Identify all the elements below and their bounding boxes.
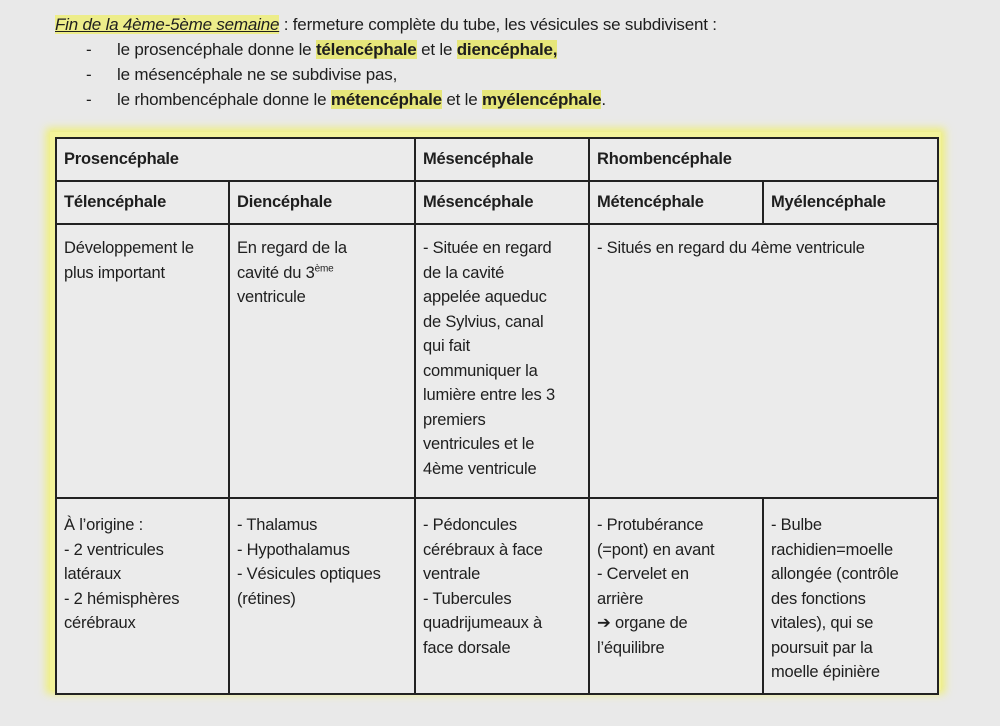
table-cell: À l’origine : - 2 ventricules latéraux - 2 … <box>55 497 230 695</box>
cell-line: - Bulbe <box>771 516 822 534</box>
cell-line: - Vésicules optiques <box>237 565 381 583</box>
table-row: Prosencéphale Mésencéphale Rhombencéphale <box>55 137 939 182</box>
cell-line: (rétines) <box>237 589 296 608</box>
cell-line: - 2 ventricules <box>64 540 164 559</box>
cell-line: - Tubercules <box>423 589 512 608</box>
table-cell: - Protubérance (=pont) en avant - Cervelet… <box>588 497 764 695</box>
bullet-text: le mésencéphale ne se subdivise pas, <box>117 65 398 84</box>
table-cell: - Bulbe rachidien=moelle allongée (contrôl… <box>762 497 939 695</box>
cell-line: arrière <box>597 589 644 608</box>
cell-line: Développement le <box>64 239 194 257</box>
bullet-dash: - <box>86 65 92 84</box>
cell-line: l’équilibre <box>597 638 665 657</box>
bullet-text: le rhombencéphale donne le <box>117 90 331 109</box>
cell-line: ➔ organe de <box>597 614 688 632</box>
header-cell: Rhombencéphale <box>588 137 939 182</box>
cell-line: - Cervelet en <box>597 565 689 583</box>
cell-line: ventrale <box>423 565 481 583</box>
subheader-cell: Télencéphale <box>55 180 230 225</box>
cell-line: ventricules et le <box>423 435 535 453</box>
table-cell: - Situés en regard du 4ème ventricule <box>588 223 939 499</box>
bullet-dash: - <box>86 90 92 109</box>
cell-line: vitales), qui se <box>771 614 874 632</box>
cell-line: moelle épinière <box>771 663 880 681</box>
bullet-dash: - <box>86 40 92 59</box>
cell-line: - Pédoncules <box>423 516 517 534</box>
cell-line: lumière entre les 3 <box>423 386 555 404</box>
highlighted-term: métencéphale <box>330 90 442 109</box>
table-highlight-frame: Prosencéphale Mésencéphale Rhombencéphale T… <box>50 132 941 695</box>
intro-description: : fermeture complète du tube, les vésicu… <box>279 15 717 34</box>
cell-line: de Sylvius, canal <box>423 312 544 331</box>
cell-line: de la cavité <box>423 263 505 282</box>
table-cell: - Thalamus - Hypothalamus - Vésicules opti… <box>228 497 416 695</box>
table-cell: En regard de la cavité du 3ème ventricule <box>228 223 416 499</box>
cell-line: - Hypothalamus <box>237 540 350 559</box>
cell-line: rachidien=moelle <box>771 540 894 559</box>
cell-line: qui fait <box>423 337 471 355</box>
header-cell: Mésencéphale <box>414 137 590 182</box>
cell-line: latéraux <box>64 565 122 583</box>
table-row: À l’origine : - 2 ventricules latéraux - 2 … <box>55 497 939 695</box>
bullet-list: - le prosencéphale donne le télencéphale … <box>55 37 717 112</box>
brain-vesicles-table: Prosencéphale Mésencéphale Rhombencéphale T… <box>55 137 939 695</box>
bullet-text: et le <box>441 90 483 109</box>
cell-line: - Thalamus <box>237 516 318 534</box>
cell-line: - Protubérance <box>597 516 704 534</box>
subheader-cell: Métencéphale <box>588 180 764 225</box>
cell-line: appelée aqueduc <box>423 288 547 306</box>
cell-line: des fonctions <box>771 589 866 608</box>
highlighted-term: télencéphale <box>315 40 417 59</box>
cell-line: quadrijumeaux à <box>423 614 542 632</box>
cell-line: ventricule <box>237 288 306 306</box>
bullet-text: . <box>601 90 606 109</box>
bullet-item: - le rhombencéphale donne le métencéphale… <box>55 87 717 112</box>
highlighted-term: diencéphale, <box>456 40 558 59</box>
subheader-cell: Mésencéphale <box>414 180 590 225</box>
cell-line: 4ème ventricule <box>423 459 537 478</box>
bullet-item: - le prosencéphale donne le télencéphale … <box>55 37 717 62</box>
table-cell: - Située en regard de la cavité appelée aq… <box>414 223 590 499</box>
cell-line: allongée (contrôle <box>771 565 899 583</box>
bullet-text: le prosencéphale donne le <box>117 40 316 59</box>
cell-line: cérébraux à face <box>423 540 543 559</box>
subheader-cell: Myélencéphale <box>762 180 939 225</box>
cell-line: (=pont) en avant <box>597 540 715 559</box>
cell-line: - Située en regard <box>423 239 552 257</box>
intro-heading: Fin de la 4ème-5ème semaine : fermeture … <box>55 12 717 37</box>
cell-line: À l’origine : <box>64 516 144 534</box>
period-title: Fin de la 4ème-5ème semaine <box>55 15 280 34</box>
table-cell: Développement le plus important <box>55 223 230 499</box>
cell-line: - Situés en regard du 4ème ventricule <box>597 239 865 257</box>
table-cell: - Pédoncules cérébraux à face ventrale - Tu… <box>414 497 590 695</box>
bullet-item: - le mésencéphale ne se subdivise pas, <box>55 62 717 87</box>
superscript: ème <box>314 263 334 274</box>
cell-line: premiers <box>423 410 486 429</box>
bullet-text: et le <box>416 40 457 59</box>
cell-line: cavité du 3ème <box>237 263 334 282</box>
header-cell: Prosencéphale <box>55 137 416 182</box>
cell-line: communiquer la <box>423 361 538 380</box>
cell-line: cérébraux <box>64 614 136 632</box>
cell-line: face dorsale <box>423 638 511 657</box>
intro-text: Fin de la 4ème-5ème semaine : fermeture … <box>55 12 717 112</box>
table-row: Développement le plus important En regard … <box>55 223 939 499</box>
cell-line: plus important <box>64 263 165 282</box>
cell-line: - 2 hémisphères <box>64 589 180 608</box>
cell-line: poursuit par la <box>771 638 873 657</box>
cell-line: En regard de la <box>237 239 347 257</box>
highlighted-term: myélencéphale <box>482 90 602 109</box>
table-row: Télencéphale Diencéphale Mésencéphale Méten… <box>55 180 939 225</box>
subheader-cell: Diencéphale <box>228 180 416 225</box>
